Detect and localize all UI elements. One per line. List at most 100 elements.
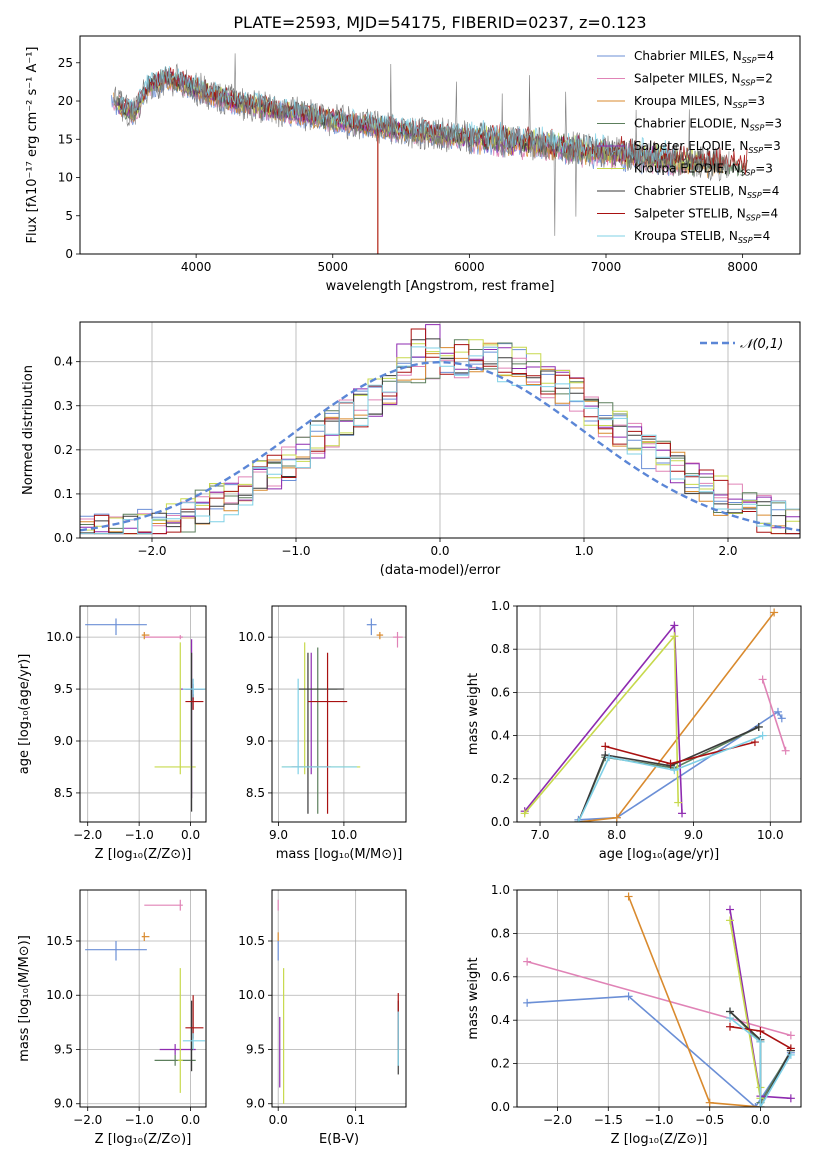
plot-area — [520, 608, 790, 822]
y-tick-label: 0.2 — [491, 772, 510, 786]
x-tick-label: −1.0 — [125, 1113, 154, 1127]
x-tick-label: −1.5 — [594, 1113, 623, 1127]
axes-frame — [79, 321, 801, 539]
y-tick-label: 5 — [65, 209, 73, 223]
y-tick-label: 0.2 — [491, 1057, 510, 1071]
legend-entry: Chabrier ELODIE, NSSP=3 — [634, 117, 782, 133]
legend-entry: Kroupa STELIB, NSSP=4 — [634, 229, 770, 245]
y-tick-label: 0 — [65, 247, 73, 261]
legend-entry: Salpeter STELIB, NSSP=4 — [634, 207, 778, 223]
y-tick-label: 20 — [58, 94, 73, 108]
plot-area — [80, 324, 800, 535]
y-tick-label: 10.0 — [46, 630, 73, 644]
x-tick-label: −2.0 — [137, 544, 166, 558]
y-tick-label: 9.5 — [246, 682, 265, 696]
y-tick-label: 0.2 — [54, 443, 73, 457]
y-tick-label: 0.0 — [54, 531, 73, 545]
panel-weight-vs-age: 7.0 8.0 9.0 10.0 0.0 0.2 0.4 0.6 0.8 1.0 age [log₁… — [466, 599, 802, 862]
panel-residuals: −2.0 −1.0 0.0 1.0 2.0 0.0 0.1 0.2 0.3 0.4 (data-mo… — [21, 321, 801, 578]
axes-frame — [516, 605, 802, 823]
y-tick-label: 9.5 — [54, 682, 73, 696]
plot-area — [281, 618, 403, 814]
y-axis-label: mass [log₁₀(M/M⊙)] — [17, 935, 32, 1062]
gaussian-curve — [80, 360, 800, 532]
y-tick-label: 1.0 — [491, 883, 510, 897]
y-tick-label: 0.8 — [491, 642, 510, 656]
legend-entry: Chabrier STELIB, NSSP=4 — [634, 184, 779, 200]
x-tick-label: 0.0 — [181, 1113, 200, 1127]
x-tick-label: 8.0 — [607, 828, 626, 842]
weight-line — [729, 1017, 792, 1107]
x-axis-label: Z [log₁₀(Z/Z⊙)] — [95, 1132, 192, 1147]
y-tick-label: 9.5 — [246, 1042, 265, 1056]
gaussian-legend-label: 𝒩(0,1) — [740, 337, 783, 352]
y-tick-label: 10.5 — [238, 934, 265, 948]
x-tick-label: −2.0 — [73, 828, 102, 842]
x-tick-label: 10.0 — [331, 828, 358, 842]
axes-frame — [79, 605, 207, 823]
y-tick-label: 10.0 — [238, 988, 265, 1002]
y-tick-label: 0.3 — [54, 399, 73, 413]
y-tick-label: 9.0 — [54, 734, 73, 748]
x-tick-label: 7.0 — [530, 828, 549, 842]
x-axis-label: wavelength [Angstrom, rest frame] — [326, 279, 555, 294]
weight-line — [761, 679, 787, 751]
plot-area — [85, 618, 205, 812]
y-tick-label: 0.4 — [491, 1013, 510, 1027]
legend-entry: Kroupa ELODIE, NSSP=3 — [634, 162, 773, 178]
y-tick-label: 8.5 — [54, 786, 73, 800]
plot-area — [523, 892, 795, 1107]
x-tick-label: −1.0 — [125, 828, 154, 842]
x-tick-label: −1.0 — [644, 1113, 673, 1127]
axes-frame — [516, 889, 802, 1108]
x-tick-label: 0.1 — [346, 1113, 365, 1127]
y-tick-label: 0.4 — [491, 729, 510, 743]
panel-mass-vs-EBV: 0.0 0.1 9.0 9.5 10.0 10.5 E(B-V) — [238, 889, 407, 1147]
y-tick-label: 0.4 — [54, 355, 73, 369]
y-tick-label: 9.5 — [54, 1042, 73, 1056]
x-tick-label: 10.0 — [757, 828, 784, 842]
y-axis-label: mass weight — [466, 957, 481, 1039]
x-axis-label: Z [log₁₀(Z/Z⊙)] — [611, 1132, 708, 1147]
weight-line — [524, 634, 679, 814]
axes-frame — [271, 605, 407, 823]
x-tick-label: −2.0 — [543, 1113, 572, 1127]
weight-line — [627, 896, 761, 1107]
x-tick-label: 2.0 — [718, 544, 737, 558]
x-tick-label: 1.0 — [574, 544, 593, 558]
y-tick-label: 25 — [58, 56, 73, 70]
panel-weight-vs-Z: −2.0 −1.5 −1.0 −0.5 0.0 0.0 0.2 0.4 0.6 0.8 1.0 Z [… — [466, 883, 802, 1147]
x-tick-label: 4000 — [181, 260, 212, 274]
x-tick-label: 0.0 — [751, 1113, 770, 1127]
y-axis-label: age [log₁₀(age/yr)] — [17, 654, 32, 775]
y-tick-label: 0.1 — [54, 487, 73, 501]
y-tick-label: 1.0 — [491, 599, 510, 613]
weight-line — [729, 920, 762, 1099]
x-tick-label: −0.5 — [695, 1113, 724, 1127]
x-axis-label: E(B-V) — [319, 1132, 359, 1147]
residual-histogram — [80, 346, 800, 535]
panel-age-vs-mass: 9.0 10.0 8.5 9.0 9.5 10.0 mass [log₁₀(M/M⊙)] — [238, 605, 407, 862]
y-axis-label: Normed distribution — [21, 365, 36, 495]
axes-frame — [79, 35, 801, 255]
spectrum-line — [119, 65, 675, 168]
legend-entry: Salpeter ELODIE, NSSP=3 — [634, 139, 781, 155]
x-tick-label: 7000 — [591, 260, 622, 274]
weight-line — [577, 726, 760, 822]
legend-entry: Salpeter MILES, NSSP=2 — [634, 72, 773, 88]
y-tick-label: 10.0 — [238, 630, 265, 644]
x-axis-label: age [log₁₀(age/yr)] — [599, 847, 720, 862]
x-tick-label: 0.0 — [269, 1113, 288, 1127]
x-tick-label: 6000 — [454, 260, 485, 274]
y-axis-label: Flux [fλ10⁻¹⁷ erg cm⁻² s⁻¹ A⁻¹] — [25, 47, 40, 244]
x-tick-label: 0.0 — [181, 828, 200, 842]
y-tick-label: 0.6 — [491, 970, 510, 984]
y-tick-label: 9.0 — [246, 1097, 265, 1111]
y-tick-label: 9.0 — [246, 734, 265, 748]
y-tick-label: 0.6 — [491, 685, 510, 699]
legend-entry: Kroupa MILES, NSSP=3 — [634, 94, 765, 110]
y-tick-label: 0.8 — [491, 926, 510, 940]
legend-entry: Chabrier MILES, NSSP=4 — [634, 49, 774, 65]
x-tick-label: −1.0 — [281, 544, 310, 558]
